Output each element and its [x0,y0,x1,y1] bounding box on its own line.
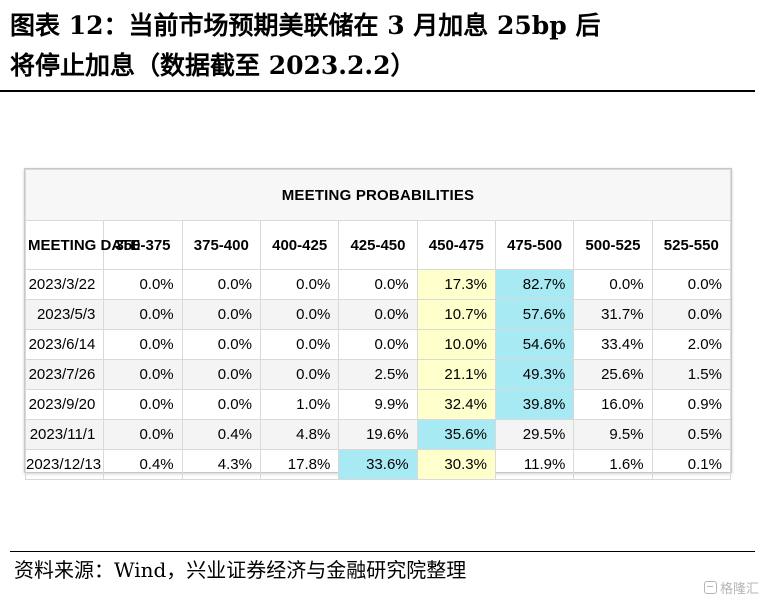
table-row: 2023/3/22 0.0% 0.0% 0.0% 0.0% 17.3% 82.7% 0.0% 0… [24,269,732,300]
meeting-date-cell: 2023/7/26 [24,359,105,390]
meeting-probabilities-panel: MEETING PROBABILITIES MEETING DATE 350-3… [24,168,732,480]
probability-cell: 29.5% [494,419,575,450]
probability-cell: 32.4% [416,389,496,420]
probability-cell: 0.1% [651,449,732,480]
rate-range-header: 500-525 [573,220,653,270]
probability-cell: 0.0% [103,359,183,390]
probability-cell: 0.0% [573,269,653,300]
probability-cell: 0.0% [103,269,183,300]
probability-cell: 9.9% [338,389,418,420]
meeting-date-header: MEETING DATE [24,220,140,270]
watermark: 格隆汇 [703,578,759,597]
probability-cell: 0.0% [103,419,183,450]
probability-cell: 19.6% [338,419,418,450]
meeting-probabilities-table: MEETING PROBABILITIES MEETING DATE 350-3… [24,169,732,480]
probability-cell: 0.9% [651,389,732,420]
probability-cell: 0.0% [338,299,418,330]
probability-cell: 1.5% [651,359,732,390]
probability-cell: 0.0% [259,299,340,330]
title-divider [0,90,755,92]
probability-cell: 0.0% [181,269,261,300]
meeting-date-cell: 2023/9/20 [24,389,105,420]
probability-cell: 9.5% [573,419,653,450]
probability-cell: 25.6% [573,359,653,390]
source-note: 资料来源：Wind，兴业证券经济与金融研究院整理 [14,558,467,582]
probability-cell: 4.8% [259,419,340,450]
table-row: 2023/6/14 0.0% 0.0% 0.0% 0.0% 10.0% 54.6% 33.4%… [24,329,732,360]
probability-cell: 21.1% [416,359,496,390]
watermark-logo-icon [703,581,717,594]
rate-range-header: 375-400 [181,220,261,270]
meeting-date-cell: 2023/11/1 [24,419,105,450]
probability-cell: 1.6% [573,449,653,480]
probability-cell: 0.0% [259,329,340,360]
probability-cell: 11.9% [494,449,575,480]
rate-range-header: 425-450 [338,220,418,270]
probability-cell: 0.0% [338,269,418,300]
probability-cell: 0.0% [103,299,183,330]
probability-cell: 31.7% [573,299,653,330]
probability-cell: 0.0% [103,389,183,420]
probability-cell: 35.6% [416,419,496,450]
rate-range-header: 450-475 [416,220,496,270]
table-caption: MEETING PROBABILITIES [25,169,731,221]
probability-cell: 17.8% [259,449,340,480]
table-row: 2023/5/3 0.0% 0.0% 0.0% 0.0% 10.7% 57.6% 31.7% 0… [24,299,732,330]
probability-cell: 57.6% [494,299,575,330]
probability-cell: 30.3% [416,449,496,480]
watermark-text: 格隆汇 [719,582,759,597]
probability-cell: 39.8% [494,389,575,420]
probability-cell: 33.4% [573,329,653,360]
probability-cell: 0.0% [181,359,261,390]
probability-cell: 0.0% [181,299,261,330]
probability-cell: 0.5% [651,419,732,450]
probability-cell: 10.7% [416,299,496,330]
rate-range-header: 350-375 [103,220,183,270]
probability-cell: 54.6% [494,329,575,360]
rate-range-header: 400-425 [259,220,340,270]
probability-cell: 0.0% [259,359,340,390]
meeting-date-cell: 2023/5/3 [24,299,105,330]
probability-cell: 2.5% [338,359,418,390]
probability-cell: 0.0% [338,329,418,360]
probability-cell: 16.0% [573,389,653,420]
rate-range-header: 475-500 [494,220,575,270]
table-row: 2023/7/26 0.0% 0.0% 0.0% 2.5% 21.1% 49.3% 25.6%… [24,359,732,390]
table-row: 2023/12/13 0.4% 4.3% 17.8% 33.6% 30.3% 11.9% 1.… [24,449,732,480]
probability-cell: 82.7% [494,269,575,300]
probability-cell: 0.4% [103,449,183,480]
meeting-date-cell: 2023/3/22 [24,269,105,300]
probability-cell: 2.0% [651,329,732,360]
table-header-row: MEETING DATE 350-375 375-400 400-425 425-45… [24,220,732,270]
meeting-date-cell: 2023/12/13 [24,449,105,480]
probability-cell: 0.0% [181,329,261,360]
probability-cell: 1.0% [259,389,340,420]
rate-range-header: 525-550 [651,220,732,270]
probability-cell: 0.0% [181,389,261,420]
figure-title-line1: 图表 12：当前市场预期美联储在 3 月加息 25bp 后 [10,11,601,40]
probability-cell: 0.0% [651,269,732,300]
meeting-date-cell: 2023/6/14 [24,329,105,360]
table-row: 2023/9/20 0.0% 0.0% 1.0% 9.9% 32.4% 39.8% 16.0%… [24,389,732,420]
probability-cell: 4.3% [181,449,261,480]
probability-cell: 0.0% [259,269,340,300]
figure-title-line2: 将停止加息（数据截至 2023.2.2） [10,51,416,80]
figure-title: 图表 12：当前市场预期美联储在 3 月加息 25bp 后 将停止加息（数据截至… [10,6,750,86]
probability-cell: 33.6% [338,449,418,480]
probability-cell: 17.3% [416,269,496,300]
source-divider [10,551,755,552]
table-row: 2023/11/1 0.0% 0.4% 4.8% 19.6% 35.6% 29.5% 9.5%… [24,419,732,450]
probability-cell: 49.3% [494,359,575,390]
table-body: 2023/3/22 0.0% 0.0% 0.0% 0.0% 17.3% 82.7% 0.0% 0… [24,269,732,480]
probability-cell: 0.0% [651,299,732,330]
probability-cell: 10.0% [416,329,496,360]
probability-cell: 0.4% [181,419,261,450]
probability-cell: 0.0% [103,329,183,360]
